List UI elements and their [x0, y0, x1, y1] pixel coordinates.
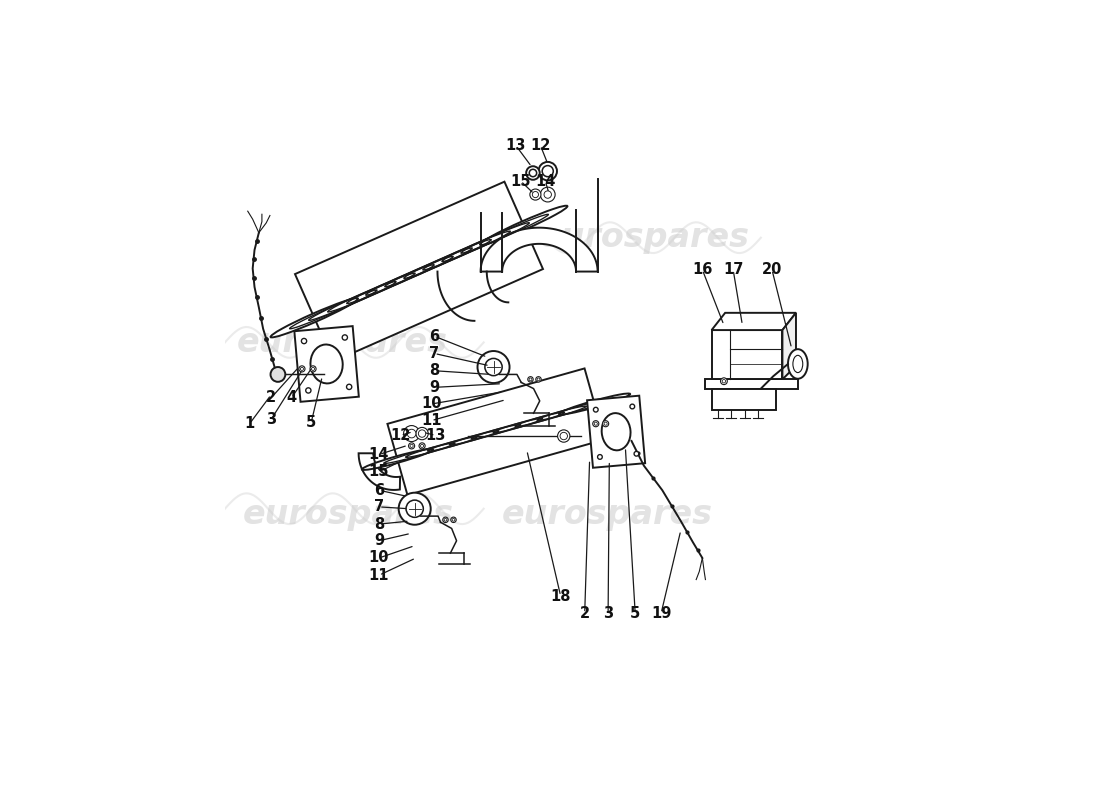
Circle shape — [418, 430, 426, 438]
Text: 3: 3 — [266, 412, 276, 427]
Circle shape — [408, 443, 415, 449]
Text: 14: 14 — [368, 447, 389, 462]
Circle shape — [603, 421, 608, 426]
Polygon shape — [295, 326, 359, 402]
Circle shape — [630, 404, 635, 409]
Circle shape — [406, 500, 424, 518]
Text: 14: 14 — [535, 174, 556, 189]
Circle shape — [342, 335, 348, 340]
Text: 11: 11 — [368, 568, 389, 582]
Circle shape — [407, 430, 416, 438]
Circle shape — [271, 367, 285, 382]
Polygon shape — [387, 369, 605, 495]
Text: 19: 19 — [651, 606, 671, 621]
Ellipse shape — [480, 206, 568, 245]
Polygon shape — [712, 389, 777, 410]
Text: 20: 20 — [762, 262, 782, 278]
Polygon shape — [359, 454, 400, 490]
Polygon shape — [712, 313, 796, 330]
Text: 9: 9 — [374, 534, 384, 548]
Text: eurospares: eurospares — [243, 498, 453, 531]
Circle shape — [526, 166, 540, 180]
Ellipse shape — [788, 349, 807, 378]
Polygon shape — [705, 379, 798, 389]
Text: 2: 2 — [266, 390, 276, 406]
Circle shape — [529, 170, 537, 177]
Circle shape — [451, 517, 456, 522]
Text: 13: 13 — [506, 138, 526, 153]
Text: eurospares: eurospares — [538, 221, 749, 254]
Text: 17: 17 — [723, 262, 744, 278]
Circle shape — [634, 451, 639, 456]
Circle shape — [540, 187, 556, 202]
Text: 9: 9 — [429, 380, 440, 395]
Text: eurospares: eurospares — [502, 498, 713, 531]
Text: 13: 13 — [426, 428, 446, 443]
Polygon shape — [782, 313, 796, 379]
Circle shape — [485, 358, 502, 376]
Text: 16: 16 — [692, 262, 713, 278]
Text: 7: 7 — [374, 499, 384, 514]
Text: 10: 10 — [368, 550, 389, 566]
Circle shape — [443, 517, 448, 522]
Circle shape — [306, 388, 311, 393]
Circle shape — [530, 189, 541, 200]
Polygon shape — [712, 330, 782, 379]
Text: 15: 15 — [368, 464, 389, 479]
Circle shape — [299, 366, 305, 372]
Text: 11: 11 — [421, 413, 441, 428]
Circle shape — [536, 377, 541, 382]
Polygon shape — [587, 396, 645, 468]
Circle shape — [593, 407, 598, 412]
Text: 6: 6 — [374, 482, 384, 498]
Text: 15: 15 — [510, 174, 531, 189]
Text: 1: 1 — [244, 416, 255, 431]
Text: 4: 4 — [286, 390, 297, 406]
Ellipse shape — [362, 449, 433, 470]
Text: 6: 6 — [429, 329, 440, 344]
Circle shape — [560, 432, 568, 440]
Circle shape — [404, 426, 419, 442]
Text: eurospares: eurospares — [236, 326, 448, 359]
Text: 2: 2 — [580, 606, 590, 621]
Ellipse shape — [310, 345, 343, 383]
Circle shape — [532, 191, 539, 198]
Text: 18: 18 — [550, 589, 571, 604]
Circle shape — [416, 427, 428, 440]
Circle shape — [346, 384, 352, 390]
Circle shape — [310, 366, 316, 372]
Text: 5: 5 — [306, 415, 317, 430]
Ellipse shape — [559, 394, 630, 414]
Text: 8: 8 — [429, 363, 440, 378]
Circle shape — [419, 443, 425, 449]
Circle shape — [720, 378, 727, 385]
Text: 5: 5 — [630, 606, 640, 621]
Text: 10: 10 — [421, 397, 441, 411]
Circle shape — [301, 338, 307, 344]
Circle shape — [593, 421, 598, 426]
Circle shape — [539, 162, 557, 180]
Ellipse shape — [271, 298, 358, 338]
Polygon shape — [481, 228, 597, 271]
Text: 12: 12 — [530, 138, 550, 153]
Circle shape — [544, 191, 551, 198]
Ellipse shape — [793, 355, 803, 373]
Polygon shape — [295, 182, 543, 362]
Circle shape — [528, 377, 534, 382]
Text: 3: 3 — [603, 606, 613, 621]
Text: 7: 7 — [429, 346, 440, 361]
Circle shape — [542, 166, 553, 177]
Circle shape — [477, 351, 509, 383]
Ellipse shape — [602, 413, 630, 450]
Circle shape — [398, 493, 431, 525]
Circle shape — [558, 430, 570, 442]
Circle shape — [597, 454, 603, 459]
Text: 12: 12 — [390, 428, 410, 443]
Text: 8: 8 — [374, 517, 384, 532]
